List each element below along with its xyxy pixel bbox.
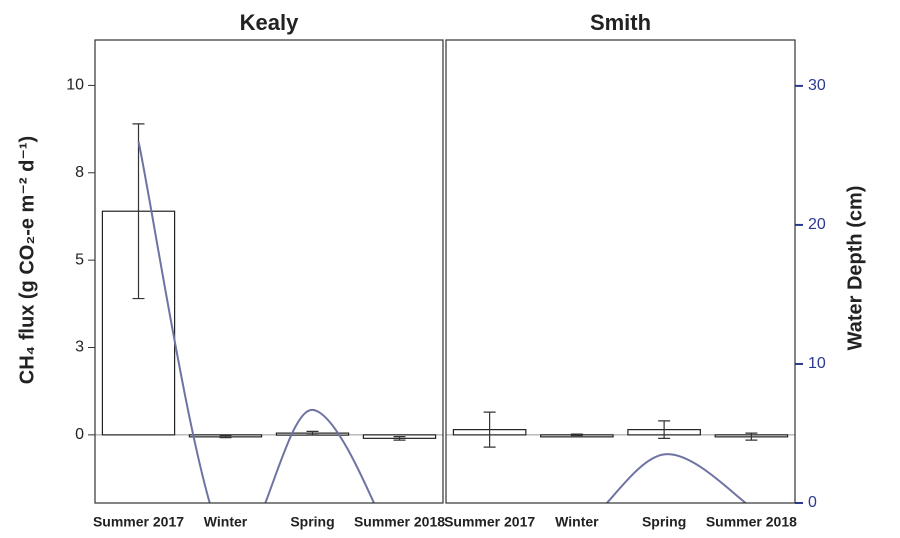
error-bar	[658, 420, 671, 439]
water-depth-line	[137, 141, 376, 503]
x-tick-label: Spring	[290, 514, 334, 530]
panel-frame	[445, 39, 796, 504]
y-axis-label: CH₄ flux (g CO₂-e m⁻² d⁻¹)	[16, 136, 38, 384]
x-tick-label: Winter	[555, 514, 599, 530]
water-depth-line	[605, 453, 748, 503]
y-tick-label: 8	[75, 164, 84, 181]
y-tick-label: 10	[66, 77, 84, 94]
x-tick-label: Summer 2018	[354, 514, 445, 530]
panel-frame	[94, 39, 444, 504]
x-tick-label: Summer 2017	[444, 514, 535, 530]
error-bar	[483, 411, 496, 448]
error-bar	[132, 123, 145, 300]
y-tick-label: 0	[75, 426, 84, 443]
error-bar	[306, 430, 319, 436]
x-tick-label: Winter	[204, 514, 248, 530]
y2-tick-label: 0	[808, 494, 817, 511]
line-group	[605, 453, 748, 503]
y-tick-label: 3	[75, 339, 84, 356]
y2-tick-label: 20	[808, 216, 826, 233]
y2-tick-label: 10	[808, 355, 826, 372]
x-tick-label: Summer 2018	[706, 514, 797, 530]
error-bar	[570, 433, 583, 437]
error-bar	[219, 434, 232, 439]
line-group	[137, 141, 376, 503]
error-bar	[745, 432, 758, 441]
error-bar	[393, 436, 406, 441]
x-tick-label: Summer 2017	[93, 514, 184, 530]
panel-title: Smith	[590, 10, 651, 35]
y2-tick-label: 30	[808, 77, 826, 94]
y2-axis-label: Water Depth (cm)	[844, 186, 866, 351]
x-tick-label: Spring	[642, 514, 686, 530]
panel-title: Kealy	[240, 10, 299, 35]
y-tick-label: 5	[75, 251, 84, 268]
